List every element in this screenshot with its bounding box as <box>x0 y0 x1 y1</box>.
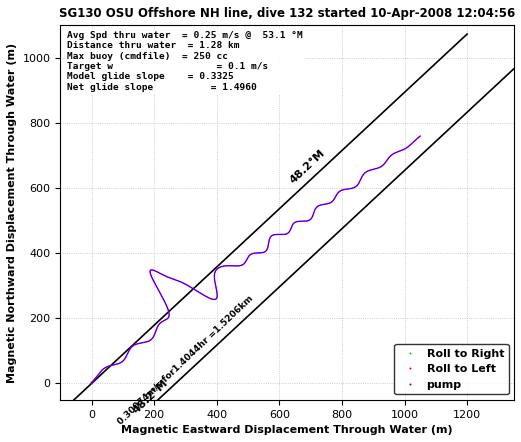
Title: SG130 OSU Offshore NH line, dive 132 started 10-Apr-2008 12:04:56: SG130 OSU Offshore NH line, dive 132 sta… <box>59 7 515 20</box>
Text: 48.2°M: 48.2°M <box>288 148 327 185</box>
Text: 48.2°M: 48.2°M <box>131 377 170 415</box>
Text: Avg Spd thru water  = 0.25 m/s @  53.1 °M
Distance thru water  = 1.28 km
Max buo: Avg Spd thru water = 0.25 m/s @ 53.1 °M … <box>67 31 303 92</box>
Text: 0.30074m/s for1.4044hr =1.5206km: 0.30074m/s for1.4044hr =1.5206km <box>116 293 255 426</box>
Legend: Roll to Right, Roll to Left, pump: Roll to Right, Roll to Left, pump <box>394 344 508 394</box>
Y-axis label: Magnetic Northward Displacement Through Water (m): Magnetic Northward Displacement Through … <box>7 42 17 383</box>
X-axis label: Magnetic Eastward Displacement Through Water (m): Magnetic Eastward Displacement Through W… <box>121 425 453 435</box>
